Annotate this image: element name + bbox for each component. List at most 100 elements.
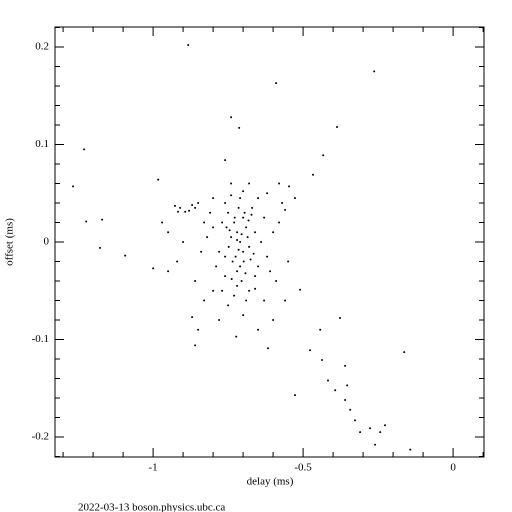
point [240, 280, 243, 283]
point [278, 221, 281, 224]
point [266, 192, 269, 195]
point [346, 384, 349, 387]
point [242, 260, 245, 263]
point [278, 182, 281, 185]
point [224, 201, 227, 204]
point [124, 254, 127, 257]
point [244, 272, 247, 275]
point [312, 173, 314, 176]
point [234, 255, 237, 258]
point [254, 275, 257, 278]
point [72, 185, 74, 188]
point [247, 219, 250, 222]
y-axis-label: offset (ms) [4, 218, 16, 266]
point [233, 294, 236, 297]
point [321, 358, 323, 361]
point [254, 287, 257, 290]
point [184, 210, 187, 213]
point [236, 284, 239, 287]
point [194, 206, 197, 209]
y-tick-label: 0.2 [35, 41, 49, 53]
point [242, 314, 245, 317]
point [322, 154, 325, 157]
point [203, 299, 206, 302]
point [254, 231, 257, 234]
point [99, 246, 101, 249]
point [161, 221, 164, 224]
point [209, 211, 212, 214]
point [266, 255, 269, 258]
point [218, 319, 221, 322]
point [327, 379, 329, 382]
point [299, 288, 302, 291]
point [272, 231, 275, 234]
point [374, 443, 377, 446]
point [239, 265, 242, 268]
point [239, 241, 242, 243]
point [243, 211, 246, 214]
point [188, 209, 191, 212]
point [349, 408, 352, 411]
point [384, 424, 386, 427]
point [203, 221, 206, 224]
point [248, 245, 251, 248]
point [249, 258, 252, 261]
point [240, 233, 243, 236]
point [334, 389, 337, 392]
point [227, 245, 230, 248]
point [206, 236, 209, 239]
point [233, 221, 236, 224]
point [227, 304, 230, 307]
point [239, 197, 242, 200]
point [231, 260, 234, 263]
point [284, 299, 287, 302]
point [257, 265, 260, 268]
point [336, 125, 338, 128]
point [221, 221, 224, 224]
y-tick-label: -0.1 [32, 333, 49, 345]
point [294, 197, 296, 200]
point [260, 241, 263, 243]
point [101, 218, 104, 221]
point [212, 226, 215, 229]
point [309, 349, 311, 352]
point [212, 289, 215, 292]
y-tick-label: -0.2 [32, 431, 49, 443]
point [236, 231, 239, 234]
y-tick-label: 0 [44, 236, 50, 248]
plot-frame [54, 26, 485, 458]
point [197, 328, 200, 331]
point [269, 270, 272, 273]
point [236, 270, 239, 273]
point [373, 70, 376, 73]
x-tick-label: 0 [450, 462, 456, 474]
point [242, 216, 245, 219]
point [179, 206, 182, 209]
point [263, 299, 266, 302]
point [354, 419, 356, 422]
point [267, 347, 269, 350]
point [288, 185, 290, 188]
point [194, 280, 197, 283]
point [403, 351, 406, 354]
point [344, 364, 347, 367]
point [228, 229, 231, 232]
point [157, 178, 160, 181]
point [230, 278, 233, 281]
point [339, 317, 341, 320]
point [251, 206, 254, 209]
point [248, 289, 251, 292]
point [257, 197, 260, 200]
y-tick-label: 0.1 [35, 138, 49, 150]
point [187, 44, 190, 47]
point [248, 182, 251, 185]
point [225, 226, 228, 229]
point [237, 206, 240, 209]
point [177, 210, 179, 213]
point [257, 328, 260, 331]
point [218, 250, 221, 253]
footer: 2022-03-13 boson.physics.ubc.ca [78, 502, 225, 512]
point [230, 194, 233, 197]
point [191, 203, 194, 206]
